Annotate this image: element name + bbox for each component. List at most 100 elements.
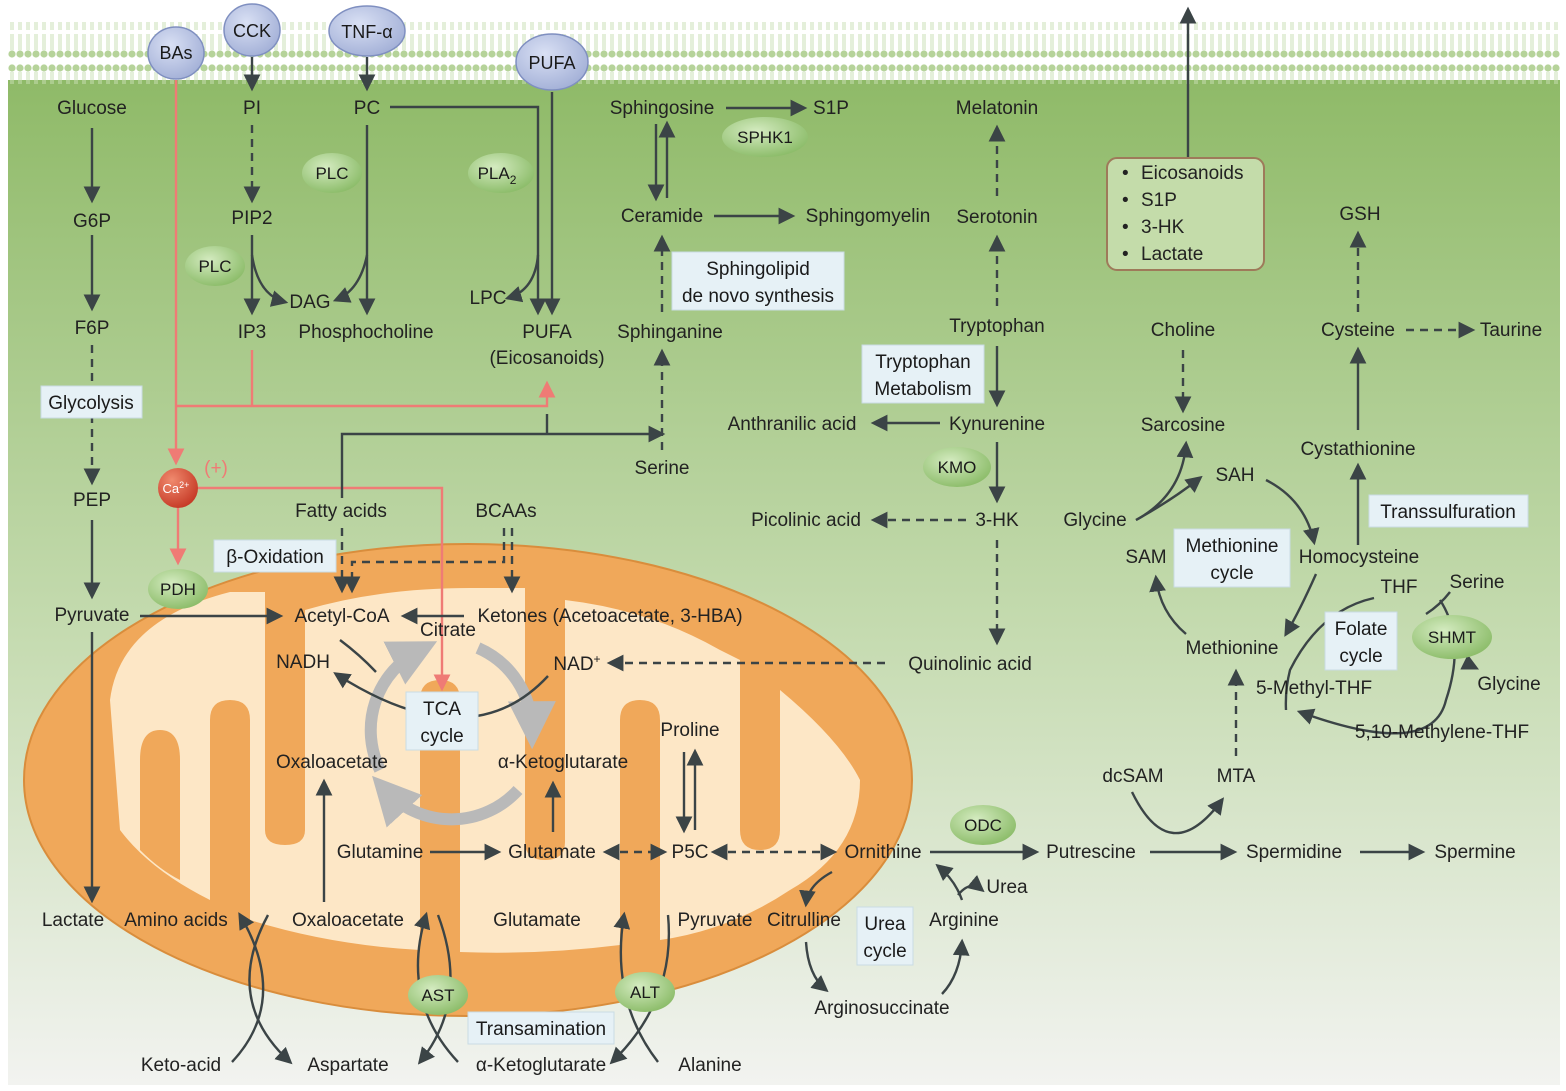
label-glycine-left: Glycine [1063, 510, 1126, 531]
arrow-citrulline-argsucc [804, 941, 829, 993]
tca-box: TCA cycle [405, 691, 479, 751]
tca-arc-bottom [372, 775, 523, 828]
sphingolipid-label-1: Sphingolipid [706, 259, 810, 280]
label-lpc: LPC [470, 288, 507, 309]
label-ketones: Ketones (Acetoacetate, 3-HBA) [477, 606, 742, 627]
arrow-sah-homocysteine [1265, 478, 1320, 546]
label-arginine: Arginine [929, 910, 999, 931]
plc-label-2: PLC [198, 257, 231, 276]
label-alanine: Alanine [678, 1055, 741, 1076]
kmo-label: KMO [938, 458, 977, 477]
pla2-label: PLA2 [478, 164, 517, 187]
calcium-effect-label: (+) [204, 458, 228, 479]
pla2-enzyme: PLA2 [468, 153, 534, 193]
pdh-label: PDH [160, 580, 196, 599]
label-sphinganine: Sphinganine [617, 322, 723, 343]
methionine-box-label-2: cycle [1210, 563, 1253, 584]
export-item-3hk: 3-HK [1141, 217, 1185, 238]
metabolite-labels: Glucose G6P F6P PEP Pyruvate Lactate PI … [42, 98, 1542, 1076]
sphk1-label: SPHK1 [737, 128, 793, 147]
label-gsh: GSH [1339, 204, 1380, 225]
label-akg-tca: α-Ketoglutarate [498, 752, 628, 773]
transamination-label: Transamination [476, 1019, 606, 1040]
arrow-pip2-dag [250, 254, 289, 307]
pdh-enzyme: PDH [148, 569, 208, 609]
arrow-ornithine-citrulline [799, 870, 833, 908]
label-citrate: Citrate [420, 620, 476, 641]
transsulfuration-label: Transsulfuration [1380, 502, 1516, 523]
label-bcaas: BCAAs [475, 501, 536, 522]
label-nadh: NADH [276, 652, 330, 673]
label-sphingomyelin: Sphingomyelin [806, 206, 931, 227]
plc-enzyme-1: PLC [302, 153, 362, 193]
label-pi: PI [243, 98, 261, 119]
arrow-pc-lpc [504, 254, 540, 303]
label-kynurenine: Kynurenine [949, 414, 1045, 435]
label-urea: Urea [986, 877, 1028, 898]
methionine-box-label-1: Methionine [1186, 536, 1279, 557]
tca-entry-line [339, 639, 377, 673]
label-glutamate-bot: Glutamate [493, 910, 581, 931]
label-methyl-thf: 5-Methyl-THF [1256, 678, 1372, 699]
methionine-box: Methionine cycle [1173, 528, 1291, 588]
signal-to-pufa [176, 380, 556, 408]
export-bullet-1: • [1122, 163, 1129, 184]
transsulfuration-box: Transsulfuration [1368, 494, 1529, 528]
label-s1p: S1P [813, 98, 849, 119]
label-tryptophan: Tryptophan [949, 316, 1044, 337]
export-bullet-3: • [1122, 217, 1129, 238]
label-pep: PEP [73, 490, 111, 511]
label-oxaloacetate-tca: Oxaloacetate [276, 752, 388, 773]
label-mta: MTA [1217, 766, 1256, 787]
export-bullet-4: • [1122, 244, 1129, 265]
folate-box-label-2: cycle [1339, 646, 1382, 667]
urea-box-label-1: Urea [864, 914, 906, 935]
label-homocysteine: Homocysteine [1299, 547, 1419, 568]
export-item-s1p: S1P [1141, 190, 1177, 211]
label-nad: NAD+ [553, 652, 600, 675]
label-sarcosine: Sarcosine [1141, 415, 1226, 436]
label-fatty-acids: Fatty acids [295, 501, 387, 522]
bas-receptor: BAs [147, 26, 205, 80]
arrow-glycine-sarcosine [1135, 440, 1194, 522]
odc-enzyme: ODC [950, 805, 1016, 845]
folate-box-label-1: Folate [1335, 619, 1388, 640]
ast-label: AST [421, 986, 454, 1005]
tryptophan-box-label-2: Metabolism [874, 379, 971, 400]
label-f6p: F6P [75, 318, 110, 339]
odc-label: ODC [964, 816, 1002, 835]
label-pc: PC [354, 98, 380, 119]
tnf-receptor: TNF-α [328, 5, 406, 57]
tnf-label: TNF-α [341, 22, 392, 42]
folate-box: Folate cycle [1324, 611, 1398, 671]
label-serine-right: Serine [1450, 572, 1505, 593]
label-argininosuccinate: Arginosuccinate [814, 998, 949, 1019]
label-dcsam: dcSAM [1102, 766, 1163, 787]
label-sam: SAM [1125, 547, 1166, 568]
cck-label: CCK [233, 21, 271, 41]
label-cysteine: Cysteine [1321, 320, 1395, 341]
arrow-fa-serine-line [340, 425, 666, 498]
arrow-pc-dag [332, 254, 369, 303]
label-choline: Choline [1151, 320, 1215, 341]
arrow-serine-shmt [1425, 591, 1451, 616]
label-anthranilic: Anthranilic acid [728, 414, 857, 435]
label-keto-acid: Keto-acid [141, 1055, 221, 1076]
glycolysis-box: Glycolysis [40, 385, 143, 419]
label-3hk: 3-HK [975, 510, 1019, 531]
shmt-label: SHMT [1428, 628, 1476, 647]
tryptophan-box-label-1: Tryptophan [875, 352, 970, 373]
calcium-label: Ca2+ [163, 480, 190, 496]
label-pyruvate: Pyruvate [55, 605, 130, 626]
label-eicosanoids: (Eicosanoids) [489, 348, 604, 369]
tca-label-2: cycle [420, 726, 463, 747]
label-serine-mid: Serine [635, 458, 690, 479]
arrow-homocysteine-methionine [1284, 573, 1318, 637]
label-glutamate-mid: Glutamate [508, 842, 596, 863]
ast-enzyme: AST [408, 975, 468, 1015]
arrow-ketoacid-aminoacids [231, 912, 265, 1063]
kmo-enzyme: KMO [923, 447, 991, 487]
plc-enzyme-2: PLC [185, 246, 245, 286]
